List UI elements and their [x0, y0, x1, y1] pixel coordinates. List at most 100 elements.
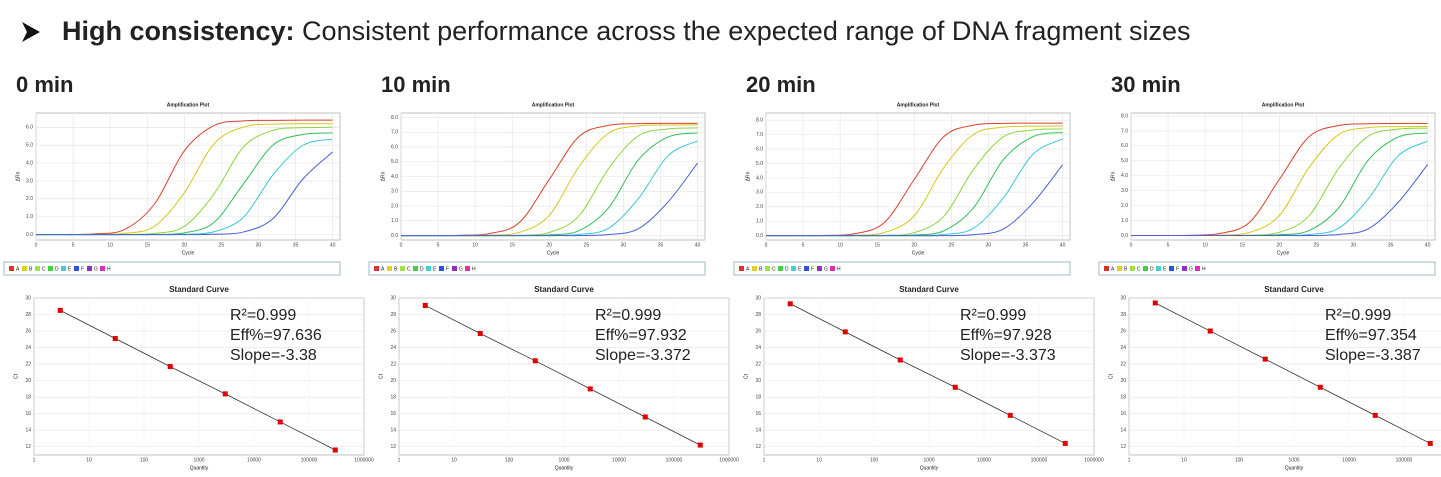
y-axis-label: Ct [378, 373, 384, 379]
chart-title: Amplification Plot [532, 102, 575, 108]
data-point [587, 386, 593, 392]
legend-label: G [824, 266, 828, 272]
legend-box [368, 261, 706, 276]
x-tick-label: 100 [140, 457, 149, 463]
y-tick-label: 4.0 [26, 160, 33, 166]
headline-text: Consistent performance across the expect… [295, 16, 1191, 46]
legend-swatch [9, 266, 14, 271]
legend-swatch [739, 266, 744, 271]
y-tick-label: 2.0 [1121, 203, 1128, 209]
legend-label: F [1176, 266, 1179, 272]
x-tick-label: 20 [547, 242, 553, 248]
y-tick-label: 24 [390, 345, 396, 351]
x-tick-label: 10 [816, 457, 822, 463]
legend-label: C [42, 266, 46, 272]
x-tick-label: 10000 [612, 457, 626, 463]
y-tick-label: 28 [390, 312, 396, 318]
x-tick-label: 20 [182, 242, 188, 248]
y-tick-label: 2.0 [391, 203, 398, 209]
stat-annotation: Slope=-3.38 [230, 347, 317, 364]
trend-line [790, 303, 1066, 444]
x-tick-label: 10 [1202, 242, 1208, 248]
x-tick-label: 1000 [923, 457, 934, 463]
y-tick-label: 1.0 [756, 219, 763, 225]
legend-label: F [81, 266, 84, 272]
legend-swatch [1195, 266, 1200, 271]
x-tick-label: 10 [472, 242, 478, 248]
legend-label: A [1111, 266, 1115, 272]
x-tick-label: 100 [505, 457, 514, 463]
x-tick-label: 20 [1277, 242, 1283, 248]
stat-annotation: R²=0.999 [960, 307, 1026, 324]
chart-title: Amplification Plot [167, 102, 210, 108]
y-tick-label: 16 [25, 411, 31, 417]
y-tick-label: 30 [390, 295, 396, 301]
legend-swatch [74, 266, 79, 271]
x-tick-label: 0 [35, 242, 38, 248]
y-tick-label: 18 [1120, 394, 1126, 400]
y-tick-label: 28 [25, 312, 31, 318]
x-tick-label: 100000 [301, 457, 318, 463]
x-tick-label: 15 [144, 242, 150, 248]
legend-swatch [752, 266, 757, 271]
legend-label: G [94, 266, 98, 272]
y-tick-label: 12 [25, 444, 31, 450]
y-tick-label: 4.0 [391, 174, 398, 180]
y-tick-label: 7.0 [756, 132, 763, 138]
x-tick-label: 10 [107, 242, 113, 248]
legend-label: E [798, 266, 802, 272]
x-tick-label: 5 [437, 242, 440, 248]
stat-annotation: Eff%=97.932 [595, 327, 687, 344]
stat-annotation: Eff%=97.636 [230, 327, 322, 344]
data-point [1372, 412, 1378, 418]
legend-swatch [35, 266, 40, 271]
x-tick-label: 10000 [247, 457, 261, 463]
legend-swatch [400, 266, 405, 271]
data-point [222, 391, 228, 397]
y-tick-label: 20 [25, 378, 31, 384]
y-tick-label: 26 [390, 328, 396, 334]
x-axis-label: Quantity [555, 465, 574, 471]
legend-label: H [837, 266, 841, 272]
chart-title: Standard Curve [899, 285, 959, 294]
amplification-curve [766, 164, 1063, 237]
legend-label: D [785, 266, 789, 272]
y-axis-label: ΔRn [745, 171, 751, 181]
x-tick-label: 30 [1351, 242, 1357, 248]
legend-swatch [791, 266, 796, 271]
legend-box [3, 261, 341, 276]
data-point [1007, 412, 1013, 418]
x-tick-label: 40 [1060, 242, 1066, 248]
y-tick-label: 2.0 [26, 196, 33, 202]
legend-swatch [465, 266, 470, 271]
y-tick-label: 14 [755, 428, 761, 434]
x-tick-label: 15 [874, 242, 880, 248]
x-tick-label: 1 [1128, 457, 1131, 463]
data-point [1427, 440, 1433, 446]
data-point [532, 358, 538, 364]
stat-annotation: Slope=-3.373 [960, 347, 1056, 364]
y-tick-label: 8.0 [391, 115, 398, 121]
headline: High consistency: Consistent performance… [62, 16, 1191, 46]
x-tick-label: 1 [398, 457, 401, 463]
amplification-curve [36, 151, 333, 236]
stat-annotation: Eff%=97.354 [1325, 327, 1417, 344]
x-tick-label: 10 [837, 242, 843, 248]
y-tick-label: 22 [390, 361, 396, 367]
x-tick-label: 15 [1239, 242, 1245, 248]
x-tick-label: 20 [912, 242, 918, 248]
x-tick-label: 1000000 [354, 457, 374, 463]
x-tick-label: 100000 [1031, 457, 1048, 463]
x-tick-label: 1000000 [719, 457, 739, 463]
y-tick-label: 20 [1120, 378, 1126, 384]
x-tick-label: 1 [763, 457, 766, 463]
x-tick-label: 10000 [977, 457, 991, 463]
y-tick-label: 30 [755, 295, 761, 301]
stat-annotation: Slope=-3.372 [595, 347, 691, 364]
x-tick-label: 30 [256, 242, 262, 248]
y-tick-label: 28 [755, 312, 761, 318]
x-tick-label: 40 [1425, 242, 1431, 248]
x-tick-label: 1000 [193, 457, 204, 463]
x-tick-label: 100 [870, 457, 879, 463]
